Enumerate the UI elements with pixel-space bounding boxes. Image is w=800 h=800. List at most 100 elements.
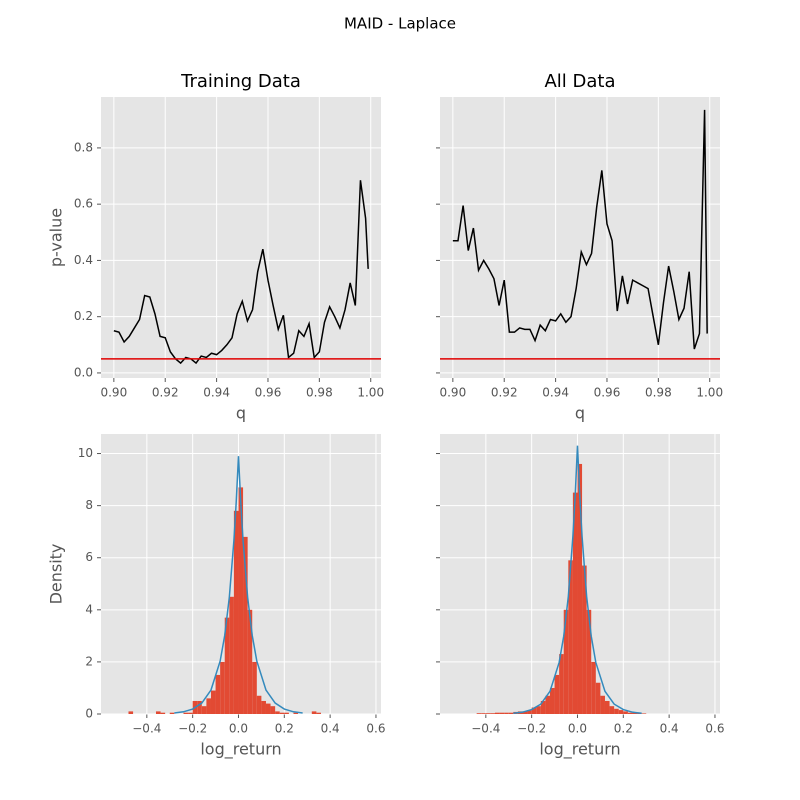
bar [224,617,230,714]
x-tick-label: −0.4 [132,722,161,736]
bar [531,707,537,714]
x-tick-label: 0.98 [645,386,672,400]
bar [522,711,528,714]
bar [183,712,189,714]
x-tick-label: 0.98 [306,386,333,400]
bar [540,700,546,714]
x-tick-label: 0.2 [614,722,633,736]
bar [265,703,271,714]
bar [577,463,583,714]
bar [201,706,207,714]
subplot-title: All Data [544,71,615,92]
bar [632,712,638,714]
x-tick-label: 0.4 [660,722,679,736]
bar [499,712,505,714]
y-tick-label: 8 [85,498,93,512]
bar [256,695,262,714]
density-curve [513,445,642,714]
bar [623,711,628,714]
y-tick-label: 4 [85,602,93,616]
bar [293,712,299,714]
x-tick-label: −0.2 [517,722,546,736]
bar [188,712,193,714]
plot-area [440,97,720,378]
bar [559,654,564,714]
bar [554,674,560,714]
bar [614,708,619,714]
bar [549,687,555,714]
x-tick-label: 0.94 [203,386,230,400]
bar [233,510,239,714]
bar [595,682,601,714]
bar [220,661,225,714]
bar [279,712,285,714]
bar [247,609,253,714]
bar [504,712,509,714]
bar [582,565,587,714]
bar [586,609,592,714]
x-tick-label: 0.94 [542,386,569,400]
bar [243,536,248,714]
line [113,180,369,365]
bar [494,712,500,714]
x-tick-label: 0.0 [568,722,587,736]
x-tick-label: 0.92 [491,386,518,400]
plot-area [101,97,381,378]
bar [155,711,161,714]
y-tick-label: 0.4 [74,253,93,267]
bar [572,492,578,714]
bar [210,690,216,714]
x-tick-label: 0.4 [321,722,340,736]
bar [485,713,491,714]
x-tick-label: 0.0 [229,722,248,736]
x-axis-label: q [236,404,246,423]
x-tick-label: 0.6 [366,722,385,736]
bar [311,711,317,714]
bar [197,700,202,714]
bar [215,674,221,714]
y-tick-label: 0.0 [74,365,93,379]
x-axis-label: log_return [200,740,281,760]
y-tick-label: 0.2 [74,309,93,323]
bar [252,661,257,714]
x-tick-label: 1.00 [696,386,723,400]
x-tick-label: 0.2 [275,722,294,736]
bar [536,706,541,714]
y-tick-label: 0.8 [74,140,93,154]
x-tick-label: 1.00 [357,386,384,400]
bar [563,609,569,714]
density-curve [174,456,303,714]
bar [169,712,175,714]
bar [527,710,532,714]
y-tick-label: 0.6 [74,197,93,211]
x-tick-label: −0.4 [471,722,500,736]
bar [206,698,211,714]
bar [568,560,573,714]
x-tick-label: 0.92 [152,386,179,400]
x-axis-label: log_return [539,740,620,760]
bar [229,596,234,714]
bar [604,700,610,714]
y-tick-label: 2 [85,654,93,668]
bar [591,661,596,714]
x-tick-label: 0.96 [594,386,621,400]
x-tick-label: 0.6 [705,722,724,736]
bar [481,713,486,714]
y-tick-label: 10 [78,446,93,460]
x-axis-label: q [575,404,585,423]
bar [316,712,321,714]
bar [641,713,647,714]
bar [627,712,633,714]
y-tick-label: 6 [85,550,93,564]
bar [508,712,514,714]
bar [238,487,244,714]
bar [261,700,266,714]
bar [160,712,166,714]
bar [618,710,624,714]
bar [490,713,495,714]
x-tick-label: −0.2 [178,722,207,736]
bar [609,706,615,714]
x-tick-label: 0.90 [439,386,466,400]
y-axis-label: Density [47,544,66,605]
